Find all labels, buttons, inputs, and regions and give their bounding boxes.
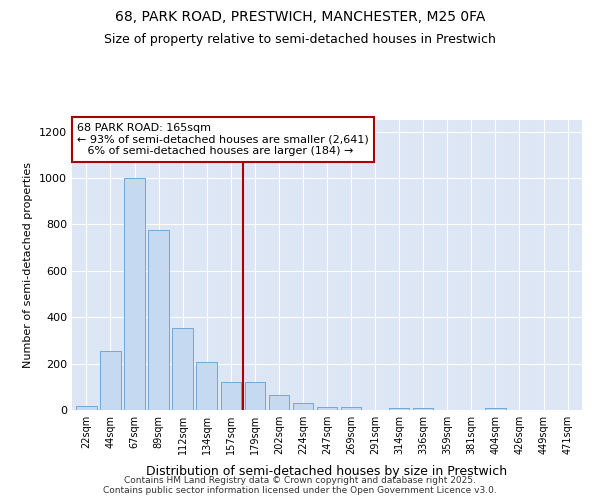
Y-axis label: Number of semi-detached properties: Number of semi-detached properties — [23, 162, 34, 368]
Bar — [389, 408, 409, 410]
Text: 68 PARK ROAD: 165sqm
← 93% of semi-detached houses are smaller (2,641)
   6% of : 68 PARK ROAD: 165sqm ← 93% of semi-detac… — [77, 123, 369, 156]
Bar — [245, 382, 265, 410]
Bar — [76, 406, 97, 410]
Bar — [196, 362, 217, 410]
Bar — [100, 351, 121, 410]
Text: 68, PARK ROAD, PRESTWICH, MANCHESTER, M25 0FA: 68, PARK ROAD, PRESTWICH, MANCHESTER, M2… — [115, 10, 485, 24]
X-axis label: Distribution of semi-detached houses by size in Prestwich: Distribution of semi-detached houses by … — [146, 466, 508, 478]
Bar — [341, 406, 361, 410]
Bar — [413, 408, 433, 410]
Text: Contains HM Land Registry data © Crown copyright and database right 2025.
Contai: Contains HM Land Registry data © Crown c… — [103, 476, 497, 495]
Bar — [269, 395, 289, 410]
Bar — [485, 408, 506, 410]
Bar — [124, 178, 145, 410]
Bar — [221, 382, 241, 410]
Bar — [293, 403, 313, 410]
Bar — [317, 406, 337, 410]
Bar — [172, 328, 193, 410]
Bar — [148, 230, 169, 410]
Text: Size of property relative to semi-detached houses in Prestwich: Size of property relative to semi-detach… — [104, 32, 496, 46]
